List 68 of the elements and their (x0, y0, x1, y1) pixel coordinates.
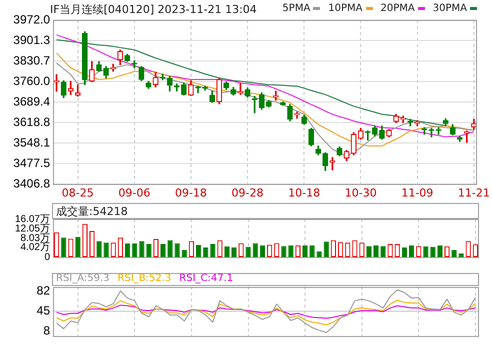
y-tick-label: 0 (44, 252, 50, 263)
bar (146, 244, 152, 257)
bar (168, 240, 173, 257)
bar (75, 236, 80, 257)
bar (174, 243, 180, 257)
bar (246, 246, 251, 257)
candlestick (428, 128, 434, 138)
bar (423, 246, 428, 257)
bar (132, 244, 138, 257)
bar (302, 245, 308, 257)
legend-label: 5PMA (282, 3, 310, 14)
legend-label: 30PMA (432, 3, 467, 14)
bar (324, 242, 329, 257)
series-label: RSI_A:59.3 (56, 273, 110, 284)
bar (61, 238, 66, 257)
y-tick-label: 3406.8 (13, 176, 50, 190)
legend-label: 10PMA (328, 3, 363, 14)
y-tick-label: 3760.0 (13, 74, 50, 88)
y-tick-label: 45 (36, 304, 50, 318)
legend-label: 20PMA (380, 3, 415, 14)
bar (281, 246, 286, 257)
bar (288, 245, 294, 257)
bar (252, 243, 258, 257)
x-tick-label: 09-28 (232, 186, 264, 200)
candlestick (330, 157, 336, 170)
bar (408, 245, 414, 257)
bar (231, 248, 237, 257)
x-tick-label: 10-18 (288, 186, 320, 200)
bar (104, 242, 109, 257)
y-tick-label: 3618.8 (13, 114, 50, 129)
text: RSI_C:47.1 (179, 273, 234, 284)
bar (437, 245, 443, 257)
y-tick-label: 3477.5 (13, 156, 50, 170)
bar (430, 246, 436, 257)
bar (366, 246, 372, 257)
bar (373, 245, 379, 257)
y-tick-label: 82 (36, 283, 50, 298)
x-tick-label: 08-25 (62, 186, 94, 200)
bar (210, 244, 216, 257)
y-tick-label: 3830.7 (13, 53, 50, 68)
chart-title: IF当月连续[040120] 2023-11-21 13:04 (50, 2, 257, 17)
series-label: RSI_B:52.3 (118, 273, 172, 284)
y-tick-label: 16.07万 (14, 214, 50, 225)
y-tick-label: 3689.4 (13, 94, 50, 108)
bar (402, 248, 408, 257)
bar (310, 245, 315, 257)
bar (96, 241, 102, 257)
bar (203, 248, 208, 257)
bar (196, 244, 202, 257)
bar (139, 241, 144, 257)
bar (380, 246, 386, 257)
y-tick-label: 12.05万 (14, 223, 50, 234)
y-tick-label: 8 (43, 324, 50, 338)
x-tick-label: 10-30 (344, 186, 377, 200)
x-tick-label: 11-21 (458, 186, 490, 200)
y-tick-label: 3548.1 (13, 135, 50, 150)
x-tick-label: 09-06 (118, 186, 150, 200)
y-tick-label: 3901.3 (13, 32, 50, 47)
bar (260, 245, 266, 257)
y-tick-label: 3972.0 (13, 12, 50, 26)
x-tick-label: 09-18 (174, 186, 207, 200)
y-tick-label: 4.02万 (20, 242, 50, 254)
bar (224, 246, 230, 257)
bar (124, 244, 130, 257)
y-tick-label: 8.03万 (20, 232, 50, 244)
bar (160, 244, 166, 257)
chart-title: 成交量:54218 (56, 204, 128, 219)
x-tick-label: 11-09 (401, 186, 434, 200)
